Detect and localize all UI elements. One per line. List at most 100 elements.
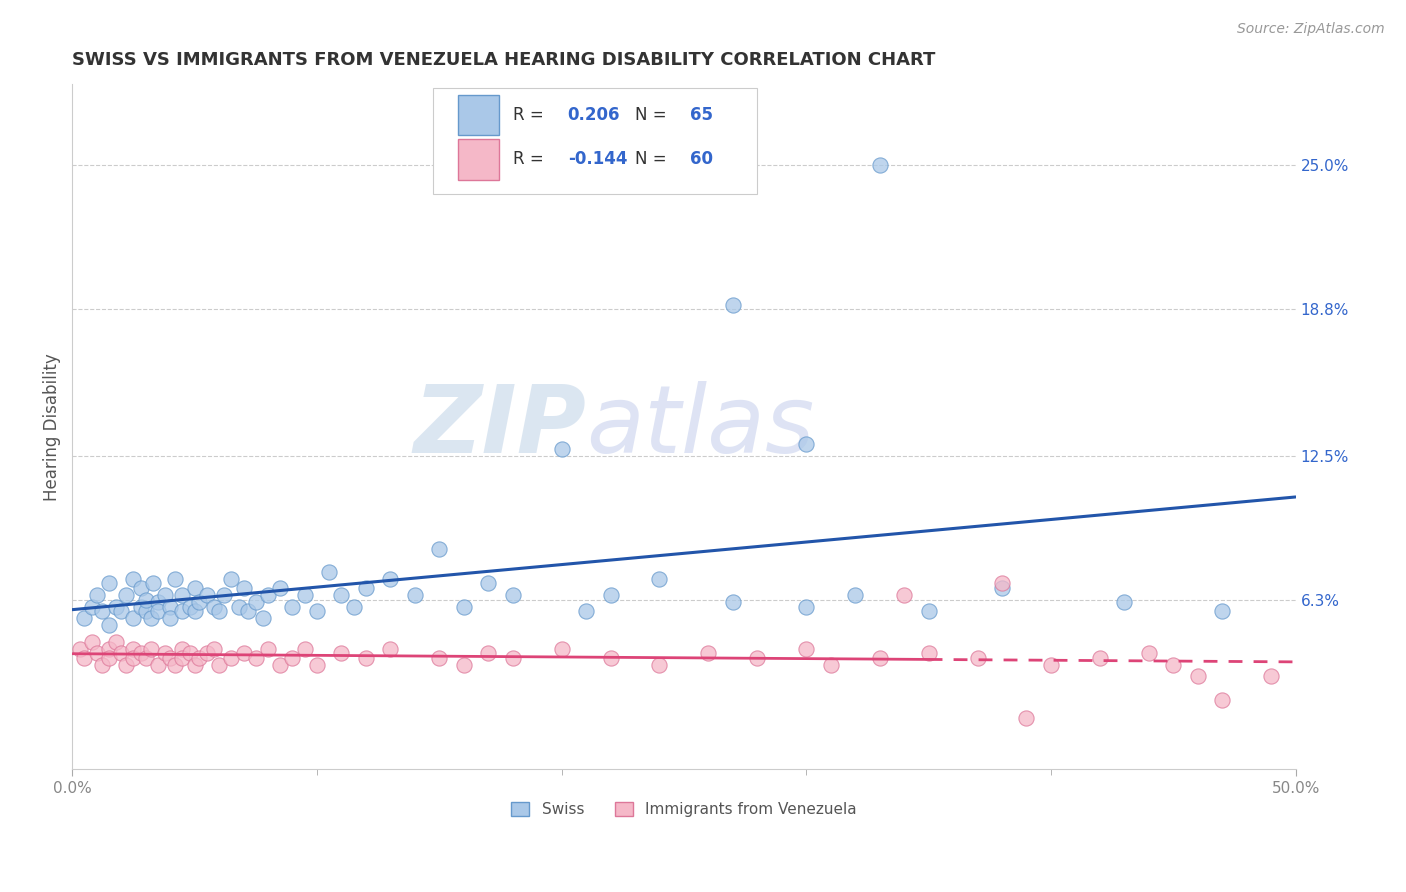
Point bbox=[550, 442, 572, 456]
Point bbox=[212, 588, 235, 602]
Point bbox=[721, 595, 744, 609]
Point bbox=[183, 581, 205, 595]
Point bbox=[69, 641, 91, 656]
Point bbox=[1211, 692, 1233, 706]
Point bbox=[129, 646, 152, 660]
Point bbox=[794, 641, 817, 656]
Point bbox=[110, 604, 132, 618]
Point bbox=[747, 650, 769, 665]
Text: N =: N = bbox=[636, 106, 672, 124]
Point bbox=[427, 650, 450, 665]
Point bbox=[917, 646, 939, 660]
Point bbox=[794, 437, 817, 451]
Point bbox=[219, 650, 242, 665]
Point bbox=[502, 588, 524, 602]
Point bbox=[599, 588, 621, 602]
Point bbox=[648, 572, 671, 586]
Text: SWISS VS IMMIGRANTS FROM VENEZUELA HEARING DISABILITY CORRELATION CHART: SWISS VS IMMIGRANTS FROM VENEZUELA HEARI… bbox=[72, 51, 935, 69]
Point bbox=[453, 657, 475, 672]
Point bbox=[105, 599, 128, 614]
Text: 0.206: 0.206 bbox=[568, 106, 620, 124]
Point bbox=[917, 604, 939, 618]
Point bbox=[305, 604, 328, 618]
Point bbox=[1161, 657, 1184, 672]
Point bbox=[1137, 646, 1160, 660]
Point bbox=[330, 588, 353, 602]
Point bbox=[219, 572, 242, 586]
Point bbox=[294, 641, 316, 656]
Point bbox=[245, 650, 267, 665]
Point bbox=[122, 611, 145, 625]
Point bbox=[245, 595, 267, 609]
Point bbox=[183, 604, 205, 618]
Point bbox=[97, 641, 120, 656]
Point bbox=[139, 611, 162, 625]
Text: R =: R = bbox=[513, 106, 548, 124]
Point bbox=[129, 581, 152, 595]
Point bbox=[179, 599, 201, 614]
Text: N =: N = bbox=[636, 151, 672, 169]
Point bbox=[129, 599, 152, 614]
Point bbox=[159, 599, 181, 614]
Text: R =: R = bbox=[513, 151, 548, 169]
Point bbox=[354, 650, 377, 665]
Point bbox=[648, 657, 671, 672]
Point bbox=[80, 599, 103, 614]
Point bbox=[159, 650, 181, 665]
Point bbox=[269, 581, 291, 595]
Point bbox=[1260, 669, 1282, 683]
Point bbox=[73, 650, 96, 665]
Point bbox=[172, 650, 194, 665]
Point bbox=[893, 588, 915, 602]
Point bbox=[1039, 657, 1062, 672]
Text: 60: 60 bbox=[690, 151, 713, 169]
Text: Source: ZipAtlas.com: Source: ZipAtlas.com bbox=[1237, 22, 1385, 37]
Point bbox=[202, 599, 225, 614]
Point bbox=[404, 588, 426, 602]
Point bbox=[208, 657, 231, 672]
FancyBboxPatch shape bbox=[457, 139, 499, 179]
Point bbox=[105, 634, 128, 648]
Point bbox=[281, 650, 304, 665]
Point bbox=[294, 588, 316, 602]
Point bbox=[330, 646, 353, 660]
Point bbox=[80, 634, 103, 648]
Point bbox=[228, 599, 250, 614]
Point bbox=[318, 565, 340, 579]
Point bbox=[1187, 669, 1209, 683]
Point bbox=[97, 618, 120, 632]
Point bbox=[252, 611, 274, 625]
Point bbox=[146, 657, 169, 672]
Point bbox=[122, 572, 145, 586]
Point bbox=[86, 646, 108, 660]
Point bbox=[159, 611, 181, 625]
Point bbox=[155, 646, 177, 660]
Point bbox=[195, 588, 218, 602]
Point bbox=[305, 657, 328, 672]
Point bbox=[342, 599, 364, 614]
Point bbox=[208, 604, 231, 618]
Point bbox=[122, 641, 145, 656]
Point bbox=[991, 576, 1014, 591]
Point bbox=[183, 657, 205, 672]
FancyBboxPatch shape bbox=[457, 95, 499, 136]
Point bbox=[110, 646, 132, 660]
Point bbox=[179, 646, 201, 660]
Point bbox=[427, 541, 450, 556]
Point bbox=[146, 604, 169, 618]
Point bbox=[238, 604, 260, 618]
Point bbox=[257, 641, 280, 656]
Point bbox=[155, 588, 177, 602]
Point bbox=[97, 576, 120, 591]
Point bbox=[380, 641, 402, 656]
Point bbox=[202, 641, 225, 656]
Point bbox=[142, 576, 165, 591]
Point bbox=[453, 599, 475, 614]
Point bbox=[1015, 711, 1038, 725]
Point bbox=[502, 650, 524, 665]
Text: atlas: atlas bbox=[586, 381, 814, 472]
Point bbox=[90, 657, 112, 672]
Point bbox=[97, 650, 120, 665]
Point bbox=[188, 650, 211, 665]
Point bbox=[146, 595, 169, 609]
